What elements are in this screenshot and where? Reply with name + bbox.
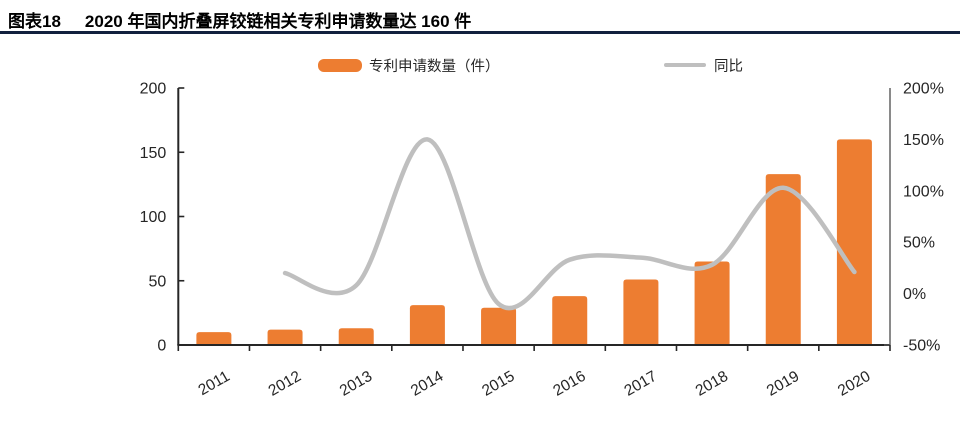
x-axis-label: 2011	[196, 368, 233, 399]
patent-applications-chart: 0 50 100 150 200 -50% 0% 50% 100% 150% 200% 2011 201…	[140, 81, 944, 400]
legend-item-bars: 专利申请数量（件）	[318, 58, 500, 75]
left-axis-label: 0	[157, 338, 166, 355]
x-axis-label: 2014	[408, 368, 447, 400]
bar-2020	[836, 139, 872, 345]
x-axis-label: 2018	[693, 368, 731, 400]
x-axis-label: 2017	[622, 368, 660, 400]
left-axis-label: 100	[140, 209, 167, 226]
right-axis-label: 0%	[903, 286, 926, 303]
bar-2011	[196, 332, 232, 345]
bar-2016	[552, 296, 588, 345]
line-series-swatch-icon	[664, 63, 706, 67]
yoy-line	[282, 137, 857, 311]
bar-2019	[765, 174, 801, 345]
bar-2013	[338, 328, 374, 345]
left-axis-label: 50	[149, 273, 167, 290]
x-axis-label: 2015	[479, 368, 517, 400]
right-axis-label: 150%	[903, 132, 944, 149]
x-axis-label: 2020	[835, 368, 874, 400]
legend-line-label: 同比	[714, 58, 743, 75]
right-axis-label: 200%	[903, 81, 944, 98]
bar-series-swatch-icon	[318, 58, 362, 72]
legend-bars-label: 专利申请数量（件）	[369, 58, 500, 75]
page-title: 2020 年国内折叠屏铰链相关专利申请数量达 160 件	[84, 12, 472, 31]
left-axis-label: 150	[140, 145, 167, 162]
x-axis-label: 2016	[550, 368, 588, 400]
bar-2015	[481, 307, 517, 345]
left-axis-label: 200	[140, 81, 167, 98]
bar-2017	[623, 279, 659, 345]
x-axis-label: 2012	[266, 368, 304, 400]
bar-2012	[267, 329, 303, 345]
right-axis-label: 50%	[903, 235, 935, 252]
figure-label: 图表18	[8, 12, 61, 31]
x-axis-label: 2013	[337, 368, 375, 400]
right-axis-label: 100%	[903, 183, 944, 200]
bar-2014	[409, 305, 445, 345]
right-axis-label: -50%	[903, 338, 940, 355]
chart-titlebar: 图表18 2020 年国内折叠屏铰链相关专利申请数量达 160 件	[8, 7, 471, 32]
title-underline	[0, 31, 960, 34]
bar-2018	[694, 261, 730, 345]
x-axis-label: 2019	[764, 368, 802, 400]
legend-item-line: 同比	[664, 58, 743, 75]
